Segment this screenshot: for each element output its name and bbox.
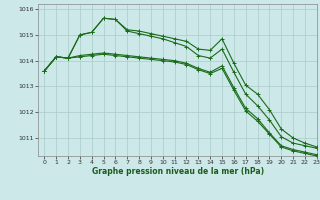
X-axis label: Graphe pression niveau de la mer (hPa): Graphe pression niveau de la mer (hPa) xyxy=(92,167,264,176)
